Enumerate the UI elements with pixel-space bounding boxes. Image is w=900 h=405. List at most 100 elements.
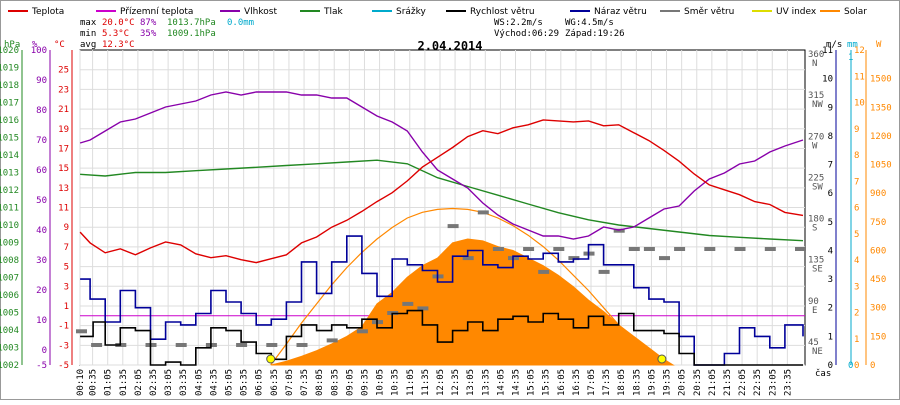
- axis-dir-label-NW: NW: [812, 100, 823, 110]
- axis-watt-tick-1350: 1350: [870, 103, 892, 113]
- x-tick-label-38: 19:05: [647, 369, 657, 396]
- axis-percent-tick-80: 80: [36, 106, 47, 116]
- axis-percent-tick-20: 20: [36, 286, 47, 296]
- direction-mark-0: [76, 329, 87, 334]
- axis-ms-tick-5: 5: [828, 218, 833, 228]
- axis-watt-tick-150: 150: [870, 332, 886, 342]
- axis-celsius-tick-15: 15: [58, 164, 69, 174]
- axis-percent-tick-100: 100: [31, 46, 47, 56]
- axis-dir-tick-225: 225: [808, 173, 824, 183]
- x-tick-label-27: 13:35: [481, 369, 491, 396]
- stat-r1-c3: 1009.1hPa: [167, 29, 216, 39]
- axis-dir-tick-270: 270: [808, 132, 824, 142]
- series-solar-max-line: [270, 207, 663, 366]
- axis-ms-tick-8: 8: [828, 132, 833, 142]
- axis-dir-tick-360: 360: [808, 50, 824, 60]
- x-tick-label-33: 16:35: [572, 369, 582, 396]
- axis-hPa-tick-1020: 1020: [0, 46, 19, 56]
- axis-dir-label-W: W: [812, 141, 818, 151]
- stat-r1-c0: min: [80, 29, 96, 39]
- axis-hPa-tick-1019: 1019: [0, 64, 19, 74]
- axis-mm-tick-1: 1: [848, 53, 853, 63]
- direction-mark-13: [402, 301, 414, 306]
- series-pressure-line: [80, 159, 804, 242]
- legend-label-wind: Rychlost větru: [470, 7, 535, 17]
- axis-watt-tick-750: 750: [870, 218, 886, 228]
- axis-dir-tick-180: 180: [808, 215, 824, 225]
- axis-hPa-tick-1013: 1013: [0, 169, 19, 179]
- x-tick-label-30: 15:05: [527, 369, 537, 396]
- axis-title-watt: W: [876, 40, 882, 50]
- direction-mark-34: [764, 247, 776, 251]
- stat-r0-c4: 0.0mm: [227, 18, 254, 28]
- direction-mark-28: [628, 247, 640, 251]
- legend-label-uv: UV index: [776, 7, 817, 17]
- axis-ms-tick-10: 10: [822, 75, 833, 85]
- axis-percent-tick-50: 50: [36, 196, 47, 206]
- direction-mark-27: [613, 228, 625, 233]
- x-tick-label-20: 10:05: [376, 369, 386, 396]
- direction-mark-29: [643, 247, 655, 251]
- axis-hPa-tick-1002: 1002: [0, 361, 19, 371]
- stat-r2-c0: avg: [80, 40, 96, 50]
- legend-label-rain: Srážky: [396, 7, 427, 17]
- axis-celsius-tick--3: -3: [58, 341, 69, 351]
- x-tick-label-15: 07:35: [300, 369, 310, 396]
- axis-ms-tick-11: 11: [822, 46, 833, 56]
- axis-hPa-tick-1012: 1012: [0, 186, 19, 196]
- axis-watt-tick-1050: 1050: [870, 161, 892, 171]
- axis-percent-tick-90: 90: [36, 76, 47, 86]
- stat-r0-c2: 87%: [140, 18, 157, 28]
- stat-r1-c1: 5.3°C: [102, 29, 129, 39]
- axis-dir-label-E: E: [812, 306, 817, 316]
- x-tick-label-19: 09:35: [360, 369, 370, 396]
- sun-marker-0: [266, 354, 276, 364]
- axis-celsius-tick-19: 19: [58, 125, 69, 135]
- axis-watt-tick-900: 900: [870, 189, 886, 199]
- axis-watt-tick-450: 450: [870, 275, 886, 285]
- axis-ms-tick-2: 2: [828, 304, 833, 314]
- axis-celsius-tick-17: 17: [58, 144, 69, 154]
- axis-uv-tick-7: 7: [854, 177, 859, 187]
- axis-uv-tick-4: 4: [854, 256, 859, 266]
- axis-dir-label-SE: SE: [812, 265, 823, 275]
- axis-hPa-tick-1015: 1015: [0, 134, 19, 144]
- axis-hPa-tick-1005: 1005: [0, 309, 19, 319]
- axis-celsius-tick-1: 1: [64, 302, 69, 312]
- axis-title-percent: %: [32, 40, 38, 50]
- x-tick-label-2: 01:05: [104, 369, 114, 396]
- axis-uv-tick-5: 5: [854, 230, 859, 240]
- axis-celsius-tick-25: 25: [58, 66, 69, 76]
- sunset-stat: Západ:19:26: [565, 29, 625, 39]
- x-tick-label-29: 14:35: [512, 369, 522, 396]
- x-tick-label-45: 22:35: [753, 369, 763, 396]
- direction-mark-14: [417, 306, 429, 311]
- axis-uv-tick-1: 1: [854, 335, 859, 345]
- axis-percent-tick-40: 40: [36, 226, 47, 236]
- x-tick-label-7: 03:35: [179, 369, 189, 396]
- direction-mark-6: [236, 343, 248, 347]
- axis-percent-tick-0: 0: [42, 346, 47, 356]
- axis-ms-tick-7: 7: [828, 161, 833, 171]
- x-tick-label-47: 23:35: [783, 369, 793, 396]
- x-tick-label-34: 17:05: [587, 369, 597, 396]
- series-wind-line: [80, 309, 803, 366]
- direction-mark-4: [175, 343, 187, 347]
- axis-percent-tick-10: 10: [36, 316, 47, 326]
- axis-dir-tick-315: 315: [808, 91, 824, 101]
- direction-mark-19: [492, 247, 504, 251]
- axis-ms-tick-0: 0: [828, 361, 833, 371]
- axis-ms-tick-1: 1: [828, 332, 833, 342]
- axis-hPa-tick-1007: 1007: [0, 274, 19, 284]
- legend-label-direction: Směr větru: [684, 7, 734, 17]
- axis-ms-tick-6: 6: [828, 189, 833, 199]
- axis-uv-tick-3: 3: [854, 282, 859, 292]
- axis-percent-tick--5: -5: [36, 361, 47, 371]
- axis-title-mm: mm: [847, 40, 858, 50]
- axis-mm-tick-0: 0: [848, 361, 853, 371]
- axis-hPa-tick-1016: 1016: [0, 116, 19, 126]
- x-tick-label-13: 06:35: [270, 369, 280, 396]
- axis-title-ms: m/s: [826, 40, 842, 50]
